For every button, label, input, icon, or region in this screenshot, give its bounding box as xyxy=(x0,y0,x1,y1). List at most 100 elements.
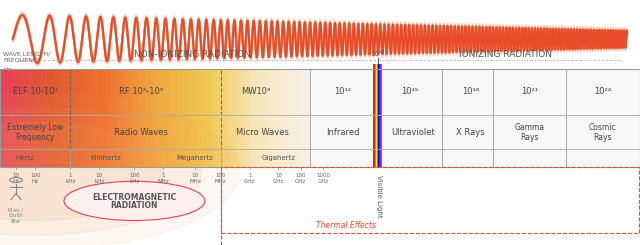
Bar xyxy=(217,69,219,167)
Bar xyxy=(25,69,26,167)
Bar xyxy=(222,69,223,167)
Bar xyxy=(152,69,154,167)
Bar xyxy=(270,69,271,167)
Bar xyxy=(29,69,31,167)
Bar xyxy=(14,69,15,167)
Bar xyxy=(123,69,124,167)
Bar xyxy=(281,69,282,167)
Bar xyxy=(36,69,37,167)
Bar xyxy=(179,69,180,167)
Bar xyxy=(293,69,295,167)
Bar xyxy=(93,69,95,167)
Text: WAVE LENGTH/
FREQUENCY: WAVE LENGTH/ FREQUENCY xyxy=(3,52,51,62)
Bar xyxy=(244,69,245,167)
Bar xyxy=(20,69,22,167)
Bar xyxy=(143,69,145,167)
Bar xyxy=(104,69,106,167)
Bar xyxy=(146,69,147,167)
Bar xyxy=(276,69,278,167)
Bar xyxy=(138,69,140,167)
Bar xyxy=(252,69,253,167)
Bar xyxy=(34,69,36,167)
Text: Gigahertz: Gigahertz xyxy=(261,155,296,161)
Bar xyxy=(85,69,87,167)
Bar xyxy=(83,69,84,167)
Bar xyxy=(275,69,276,167)
Bar xyxy=(381,64,383,167)
Bar xyxy=(168,69,169,167)
Text: Megahertz: Megahertz xyxy=(177,155,214,161)
Bar xyxy=(209,69,211,167)
Bar xyxy=(131,69,132,167)
Bar xyxy=(239,69,241,167)
Bar xyxy=(121,69,123,167)
Bar xyxy=(300,69,301,167)
Text: Micro Waves: Micro Waves xyxy=(236,128,289,137)
Bar xyxy=(304,69,306,167)
Bar xyxy=(269,69,270,167)
Bar xyxy=(198,69,200,167)
Bar xyxy=(161,69,163,167)
Text: RF 10³-10⁹: RF 10³-10⁹ xyxy=(119,87,163,96)
Bar xyxy=(149,69,150,167)
Bar xyxy=(112,69,113,167)
Bar xyxy=(67,69,68,167)
Bar xyxy=(145,69,146,167)
Bar xyxy=(92,69,93,167)
Bar xyxy=(42,69,44,167)
Bar xyxy=(141,69,143,167)
Bar xyxy=(47,69,48,167)
Text: Extremely Low
Frequency: Extremely Low Frequency xyxy=(7,122,63,142)
Text: MW10⁹: MW10⁹ xyxy=(241,87,271,96)
Bar xyxy=(289,69,290,167)
Bar xyxy=(118,69,120,167)
Bar xyxy=(221,167,639,233)
Text: 1
GHz: 1 GHz xyxy=(244,173,255,184)
Bar xyxy=(236,69,237,167)
Text: 10
MHz: 10 MHz xyxy=(189,173,201,184)
Bar xyxy=(33,69,34,167)
Bar xyxy=(374,64,376,167)
Bar xyxy=(284,69,285,167)
Bar xyxy=(298,69,300,167)
Bar xyxy=(113,69,115,167)
Bar xyxy=(200,69,202,167)
Bar xyxy=(258,69,259,167)
Bar xyxy=(303,69,304,167)
Bar xyxy=(290,69,292,167)
Bar xyxy=(260,69,262,167)
Bar xyxy=(10,69,11,167)
Bar xyxy=(220,69,222,167)
Bar xyxy=(81,69,83,167)
Bar xyxy=(0,69,640,167)
Bar xyxy=(233,69,234,167)
Bar xyxy=(306,69,307,167)
Bar xyxy=(253,69,255,167)
Bar xyxy=(98,69,99,167)
Text: 10
Hz: 10 Hz xyxy=(13,173,19,184)
Bar xyxy=(96,69,98,167)
Bar xyxy=(95,69,96,167)
Bar xyxy=(129,69,131,167)
Bar xyxy=(19,69,20,167)
Bar xyxy=(219,69,220,167)
Bar xyxy=(182,69,183,167)
Text: IONIZING RADIATION: IONIZING RADIATION xyxy=(459,50,552,59)
Bar xyxy=(376,64,378,167)
Bar xyxy=(211,69,212,167)
Bar xyxy=(160,69,161,167)
Bar xyxy=(378,64,380,167)
Bar xyxy=(28,69,29,167)
Bar xyxy=(262,69,264,167)
Text: Kilohertz: Kilohertz xyxy=(90,155,121,161)
Bar xyxy=(120,69,121,167)
Bar xyxy=(242,69,244,167)
Bar xyxy=(164,69,166,167)
Text: 1
kHz: 1 kHz xyxy=(65,173,76,184)
Bar xyxy=(207,69,208,167)
Bar xyxy=(163,69,164,167)
Bar xyxy=(248,69,250,167)
Bar xyxy=(52,69,54,167)
Bar xyxy=(296,69,298,167)
Bar xyxy=(61,69,62,167)
